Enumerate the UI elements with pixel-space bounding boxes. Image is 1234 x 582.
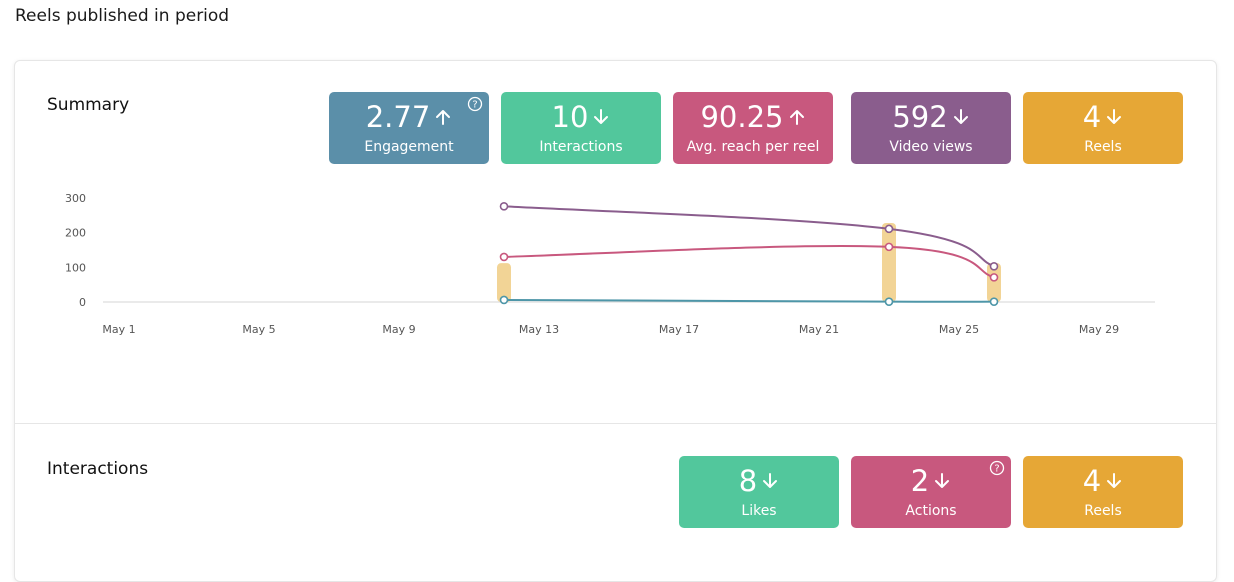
arrow-down-icon — [1107, 473, 1122, 488]
kpi-value: 2 — [910, 464, 930, 498]
help-icon[interactable]: ? — [467, 96, 483, 112]
reels-bar — [497, 263, 511, 302]
kpi-label: Reels — [1084, 139, 1122, 155]
arrow-up-icon — [789, 110, 804, 125]
kpi-value: 8 — [738, 464, 758, 498]
kpi-value-row: 8 — [679, 464, 839, 498]
kpi-card-reels[interactable]: 4 Reels — [1023, 456, 1183, 528]
y-tick-label: 100 — [65, 261, 86, 274]
arrow-up-icon — [436, 110, 451, 125]
page-heading: Reels published in period — [15, 6, 230, 26]
reels-card: Summary 2.77 Engagement? 10 Interactions 90.… — [14, 60, 1217, 582]
series-point — [989, 273, 999, 282]
series-point — [989, 297, 999, 306]
section-divider — [15, 423, 1216, 424]
kpi-label: Interactions — [539, 139, 623, 155]
series-point — [499, 295, 509, 305]
kpi-card-video-views[interactable]: 592 Video views — [851, 92, 1011, 164]
kpi-card-avg-reach-per-reel[interactable]: 90.25 Avg. reach per reel — [673, 92, 833, 164]
kpi-value-row: 10 — [501, 100, 661, 134]
svg-text:?: ? — [994, 464, 999, 475]
interactions-title: Interactions — [47, 459, 149, 479]
kpi-card-reels[interactable]: 4 Reels — [1023, 92, 1183, 164]
x-tick-label: May 25 — [939, 323, 979, 336]
kpi-label: Reels — [1084, 503, 1122, 519]
arrow-down-icon — [935, 473, 950, 488]
series-line-2 — [503, 298, 995, 303]
help-icon[interactable]: ? — [989, 460, 1005, 476]
series-point — [884, 224, 894, 234]
arrow-down-icon — [763, 473, 778, 488]
kpi-value: 4 — [1082, 100, 1102, 134]
kpi-label: Engagement — [364, 139, 454, 155]
x-tick-label: May 21 — [799, 323, 839, 336]
series-point — [499, 252, 509, 262]
series-point — [499, 202, 509, 211]
arrow-down-icon — [1107, 109, 1122, 124]
series-line-0 — [503, 205, 995, 268]
kpi-value-row: 4 — [1023, 464, 1183, 498]
kpi-label: Video views — [889, 139, 973, 155]
x-tick-label: May 17 — [659, 323, 699, 336]
kpi-value: 2.77 — [365, 100, 431, 134]
kpi-value-row: 90.25 — [673, 100, 833, 134]
kpi-card-engagement[interactable]: 2.77 Engagement? — [329, 92, 489, 164]
kpi-label: Likes — [741, 503, 777, 519]
reels-bar — [987, 263, 1001, 302]
kpi-value-row: 592 — [851, 100, 1011, 134]
summary-chart: 0 100 200 300 May 1 May 5 May 9 May 13 May 17 May… — [65, 192, 1155, 336]
series-point — [989, 261, 999, 271]
series-line-1 — [503, 245, 995, 279]
kpi-value: 90.25 — [700, 100, 784, 134]
x-tick-label: May 5 — [242, 323, 275, 336]
kpi-value: 4 — [1082, 464, 1102, 498]
x-tick-label: May 1 — [102, 323, 135, 336]
summary-title: Summary — [47, 95, 130, 115]
kpi-label: Actions — [905, 503, 957, 519]
series-point — [884, 242, 894, 252]
kpi-card-actions[interactable]: 2 Actions? — [851, 456, 1011, 528]
kpi-value-row: 4 — [1023, 100, 1183, 134]
arrow-down-icon — [953, 109, 968, 124]
kpi-value-row: 2.77 — [329, 100, 489, 134]
reels-bar — [882, 222, 896, 302]
x-tick-label: May 13 — [519, 323, 559, 336]
kpi-value: 10 — [551, 100, 589, 134]
series-point — [884, 297, 894, 306]
svg-text:?: ? — [472, 100, 477, 111]
y-tick-label: 0 — [79, 296, 86, 309]
kpi-value-row: 2 — [851, 464, 1011, 498]
kpi-value: 592 — [892, 100, 948, 134]
y-tick-label: 300 — [65, 192, 86, 205]
kpi-card-likes[interactable]: 8 Likes — [679, 456, 839, 528]
arrow-down-icon — [594, 109, 609, 124]
kpi-label: Avg. reach per reel — [686, 139, 820, 155]
y-tick-label: 200 — [65, 227, 86, 240]
kpi-card-interactions[interactable]: 10 Interactions — [501, 92, 661, 164]
x-tick-label: May 29 — [1079, 323, 1119, 336]
x-tick-label: May 9 — [382, 323, 415, 336]
